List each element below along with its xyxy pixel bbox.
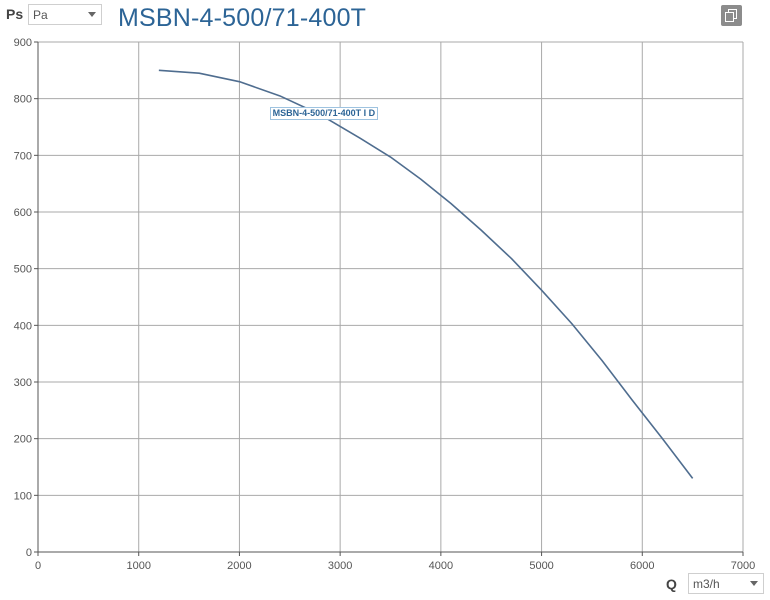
x-tick-label: 5000 [529,560,553,572]
flow-unit-value: m3/h [693,577,720,591]
series-label: MSBN-4-500/71-400T I D [269,106,379,120]
copy-button[interactable] [721,5,742,26]
y-tick-label: 500 [14,264,32,276]
y-axis-symbol: Ps [6,6,24,22]
x-tick-label: 1000 [126,560,150,572]
y-tick-label: 300 [14,377,32,389]
y-tick-label: 800 [14,94,32,106]
x-axis-symbol: Q [666,576,677,592]
pressure-unit-select[interactable]: Pa [28,4,102,25]
y-tick-label: 200 [14,434,32,446]
y-tick-label: 700 [14,150,32,162]
x-tick-label: 3000 [328,560,352,572]
x-tick-label: 4000 [429,560,453,572]
chevron-down-icon [88,12,96,17]
flow-unit-select[interactable]: m3/h [688,573,764,594]
y-tick-label: 400 [14,320,32,332]
y-tick-label: 900 [14,37,32,49]
x-tick-label: 2000 [227,560,251,572]
chevron-down-icon [750,581,758,586]
y-tick-label: 100 [14,490,32,502]
chart-title: MSBN-4-500/71-400T [118,4,367,32]
x-tick-label: 0 [35,560,41,572]
copy-icon-front [725,12,734,22]
pressure-unit-value: Pa [33,8,48,22]
x-tick-label: 7000 [731,560,755,572]
y-tick-label: 0 [26,547,32,559]
x-tick-label: 6000 [630,560,654,572]
y-tick-label: 600 [14,207,32,219]
series-line [158,69,694,479]
